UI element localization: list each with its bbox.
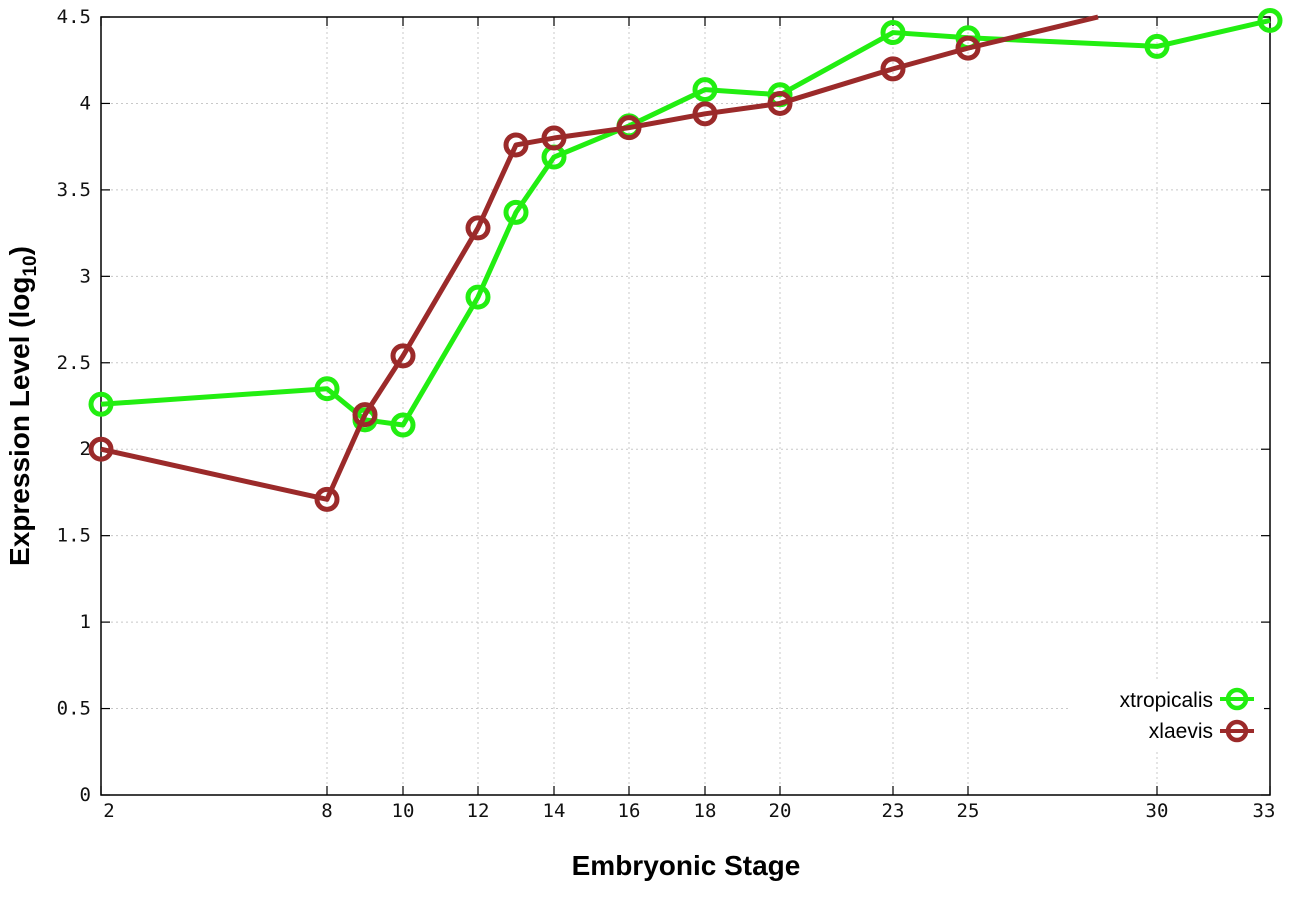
data-point-xlaevis [88, 436, 114, 462]
data-point-xtropicalis [465, 284, 491, 310]
series-xtropicalis [88, 7, 1283, 438]
x-tick-label: 30 [1146, 800, 1169, 822]
y-tick-label: 3 [80, 265, 91, 287]
data-point-xlaevis [314, 486, 340, 512]
x-tick-label: 2 [103, 800, 114, 822]
series-line-xlaevis [100, 14, 1099, 502]
legend-label-xtropicalis: xtropicalis [1120, 689, 1213, 712]
data-point-xlaevis [465, 215, 491, 241]
data-point-xtropicalis [880, 20, 906, 46]
data-point-xlaevis [503, 132, 529, 158]
legend-label-xlaevis: xlaevis [1149, 720, 1213, 743]
data-point-xtropicalis [390, 412, 416, 438]
data-point-xlaevis [880, 56, 906, 82]
x-tick-label: 12 [467, 800, 490, 822]
data-point-xlaevis [767, 90, 793, 116]
data-point-xlaevis [390, 343, 416, 369]
data-point-xtropicalis [692, 77, 718, 103]
x-tick-label: 23 [882, 800, 905, 822]
y-tick-label: 2 [80, 438, 91, 460]
y-tick-label: 4.5 [57, 6, 91, 28]
legend-marker-xlaevis [1225, 719, 1249, 743]
x-tick-label: 16 [618, 800, 641, 822]
axis-ticks [100, 16, 1271, 796]
y-tick-label: 0 [80, 784, 91, 806]
legend-marker-xtropicalis [1225, 687, 1249, 711]
series-layer [88, 7, 1283, 512]
y-tick-label: 1 [80, 611, 91, 633]
data-point-xtropicalis [503, 199, 529, 225]
data-point-xlaevis [541, 125, 567, 151]
y-tick-label: 0.5 [57, 698, 91, 720]
tick-labels: 0 0.5 1 1.5 2 2.5 3 3.5 4 4.5 2 8 10 12 14 16 18 20 23 25 30… [57, 6, 1276, 822]
x-tick-label: 18 [694, 800, 717, 822]
legend: xtropicalis xlaevis [1068, 682, 1264, 750]
y-axis-label: Expression Level (log10) [4, 246, 41, 566]
data-point-xlaevis [955, 35, 981, 61]
x-tick-label: 14 [543, 800, 566, 822]
x-tick-label: 25 [957, 800, 980, 822]
x-tick-label: 20 [769, 800, 792, 822]
x-tick-label: 10 [392, 800, 415, 822]
grid-lines [101, 17, 1270, 795]
data-point-xtropicalis [1144, 33, 1170, 59]
x-tick-label: 8 [321, 800, 332, 822]
data-point-xlaevis [692, 101, 718, 127]
y-tick-label: 4 [80, 92, 91, 114]
x-tick-label: 33 [1253, 800, 1276, 822]
y-tick-label: 3.5 [57, 179, 91, 201]
data-point-xtropicalis [314, 376, 340, 402]
y-tick-label: 2.5 [57, 352, 91, 374]
data-point-xlaevis [616, 115, 642, 141]
series-line-xtropicalis [100, 18, 1271, 428]
y-tick-label: 1.5 [57, 525, 91, 547]
data-point-xtropicalis [1257, 7, 1283, 33]
plot-frame [100, 16, 1271, 796]
data-point-xlaevis [352, 402, 378, 428]
series-xlaevis [88, 14, 1099, 512]
x-axis-label: Embryonic Stage [572, 850, 801, 881]
data-point-xtropicalis [88, 391, 114, 417]
